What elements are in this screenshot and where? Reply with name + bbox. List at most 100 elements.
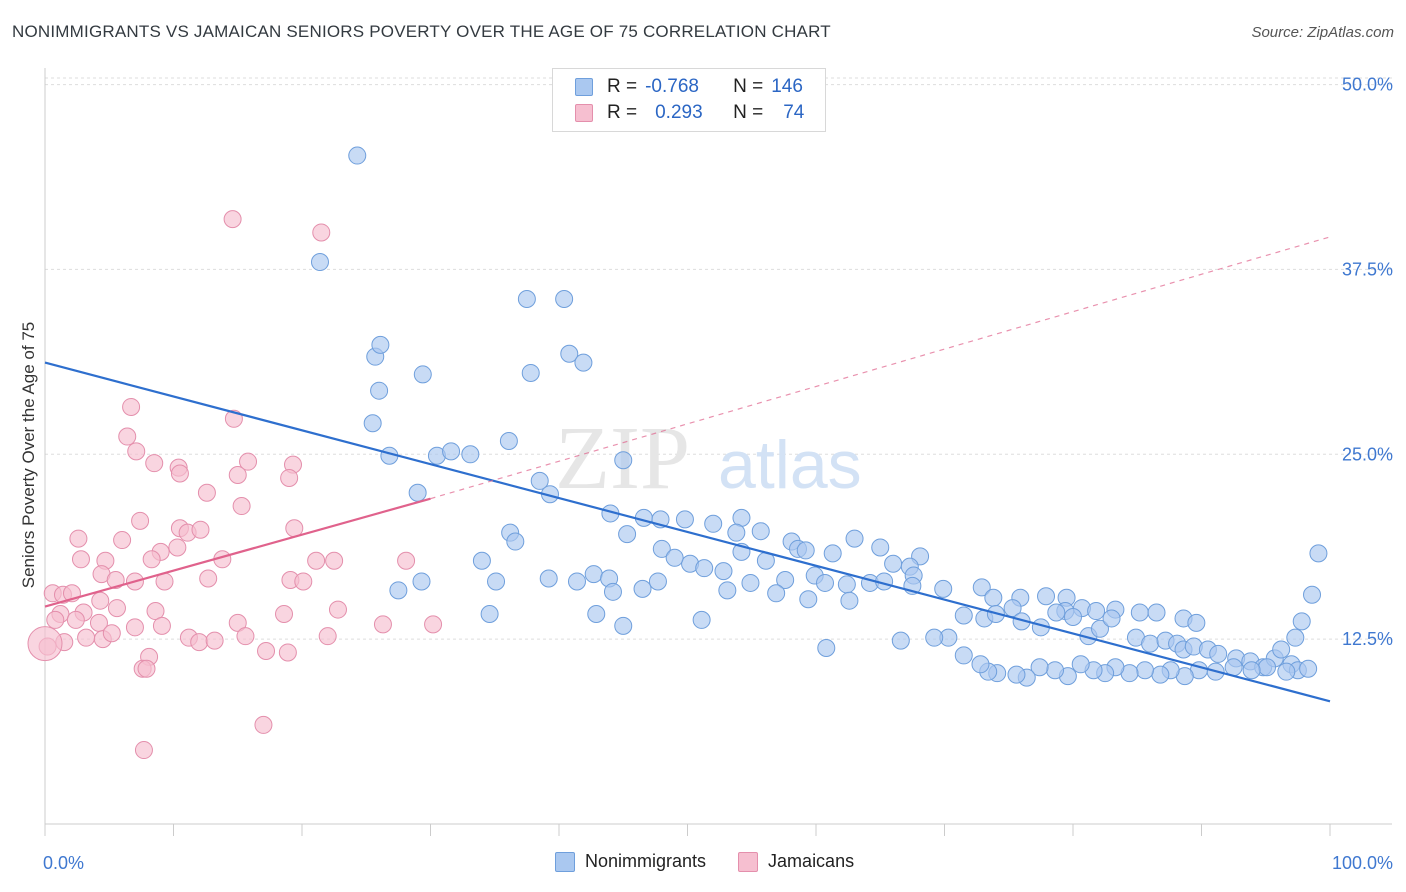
jamaicans-point [168,538,187,557]
nonimmigrants-point [371,335,390,354]
jamaicans-point [223,210,242,229]
jamaicans-point [232,497,251,516]
stats-legend: R = -0.768 N = 146 R = 0.293 N = 74 [552,68,826,132]
x-tick-label: 0.0% [43,853,84,873]
nonimmigrants-point [718,581,737,600]
jamaicans-point [71,550,90,569]
jamaicans-point [205,631,224,650]
nonimmigrants-point [954,606,973,625]
nonimmigrants-point [1102,609,1121,628]
jamaicans-point [236,627,255,646]
legend-r-value: 0.293 [655,102,703,123]
jamaicans-point [280,468,299,487]
jamaicans-point [145,454,164,473]
jamaicans-point [373,615,392,634]
jamaicans-point [91,591,110,610]
legend-row-jamaicans: R = 0.293 N = 74 [575,101,804,125]
nonimmigrants-point [891,631,910,650]
axes [44,68,1392,836]
nonimmigrants-point [845,529,864,548]
jamaicans-point [46,610,65,629]
tick-labels: 12.5% 25.0% 37.5% 50.0% 0.0% 100.0% [43,75,1393,873]
jamaicans-point [69,529,88,548]
chart-source: Source: ZipAtlas.com [1251,24,1394,41]
nonimmigrants-point [871,538,890,557]
nonimmigrants-point [408,483,427,502]
watermark: ZIP atlas [555,409,862,508]
nonimmigrants-point [767,584,786,603]
jamaicans-point [137,659,156,678]
nonimmigrants-point [796,541,815,560]
jamaicans-point [199,569,218,588]
legend-n-label: N = [733,76,764,97]
nonimmigrants-point [714,562,733,581]
nonimmigrants-point [972,578,991,597]
nonimmigrants-point [461,445,480,464]
nonimmigrants-point [413,365,432,384]
jamaicans-point [77,628,96,647]
nonimmigrants-point [1187,613,1206,632]
nonimmigrants-point [665,548,684,567]
nonimmigrants-point [934,579,953,598]
nonimmigrants-point [925,628,944,647]
nonimmigrants-point [574,353,593,372]
legend-n-value: 74 [783,102,805,123]
series-label-nonimmigrants: Nonimmigrants [585,851,707,871]
chart-title: NONIMMIGRANTS VS JAMAICAN SENIORS POVERT… [12,22,831,41]
nonimmigrants-point [1242,661,1261,680]
jamaicans-point [118,427,137,446]
y-tick-label: 25.0% [1342,444,1393,464]
nonimmigrants-point [1292,612,1311,631]
jamaicans-point [228,465,247,484]
y-axis-label: Seniors Poverty Over the Age of 75 [19,322,38,588]
nonimmigrants-point [652,539,671,558]
nonimmigrants-point [1303,585,1322,604]
jamaicans-point [239,452,258,471]
jamaicans-point [125,618,144,637]
gridlines [45,77,1392,640]
nonimmigrants-point [1046,661,1065,680]
nonimmigrants-point [560,344,579,363]
jamaicans-point [122,397,141,416]
jamaicans-trend-line [44,497,431,608]
nonimmigrants-point [817,639,836,658]
nonimmigrants-point [472,551,491,570]
nonimmigrants-point [823,544,842,563]
jamaicans-point [113,531,132,550]
nonimmigrants-point [1087,602,1106,621]
nonimmigrants-point [614,451,633,470]
legend-row-nonimmigrants: R = -0.768 N = 146 [575,75,803,99]
jamaicans-point [191,520,210,539]
nonimmigrants-point [1047,603,1066,622]
jamaicans-point [307,551,326,570]
nonimmigrants-point [776,570,795,589]
jamaicans-point [190,633,209,652]
nonimmigrants-point [692,610,711,629]
nonimmigrants-point [971,655,990,674]
nonimmigrants-point [1147,603,1166,622]
jamaicans-point [107,599,126,618]
nonimmigrants-point [1309,544,1328,563]
nonimmigrants-point [695,559,714,578]
nonimmigrants-point [348,146,367,165]
nonimmigrants-point [567,572,586,591]
nonimmigrants-point [603,582,622,601]
nonimmigrants-point [310,253,329,272]
nonimmigrants-point [584,565,603,584]
nonimmigrants-point [704,514,723,533]
nonimmigrants-point [555,290,574,309]
jamaicans-point [257,641,276,660]
jamaicans-point [312,223,331,242]
jamaicans-point [66,610,85,629]
nonimmigrants-point [363,414,382,433]
nonimmigrants-point [884,554,903,573]
jamaicans-point [294,572,313,591]
nonimmigrants-point [837,575,856,594]
jamaicans-point [197,483,216,502]
nonimmigrants-point [618,525,637,544]
nonimmigrants-point [1151,665,1170,684]
nonimmigrants-point [1299,659,1318,678]
trend-lines [44,236,1331,703]
nonimmigrants-point [1135,661,1154,680]
